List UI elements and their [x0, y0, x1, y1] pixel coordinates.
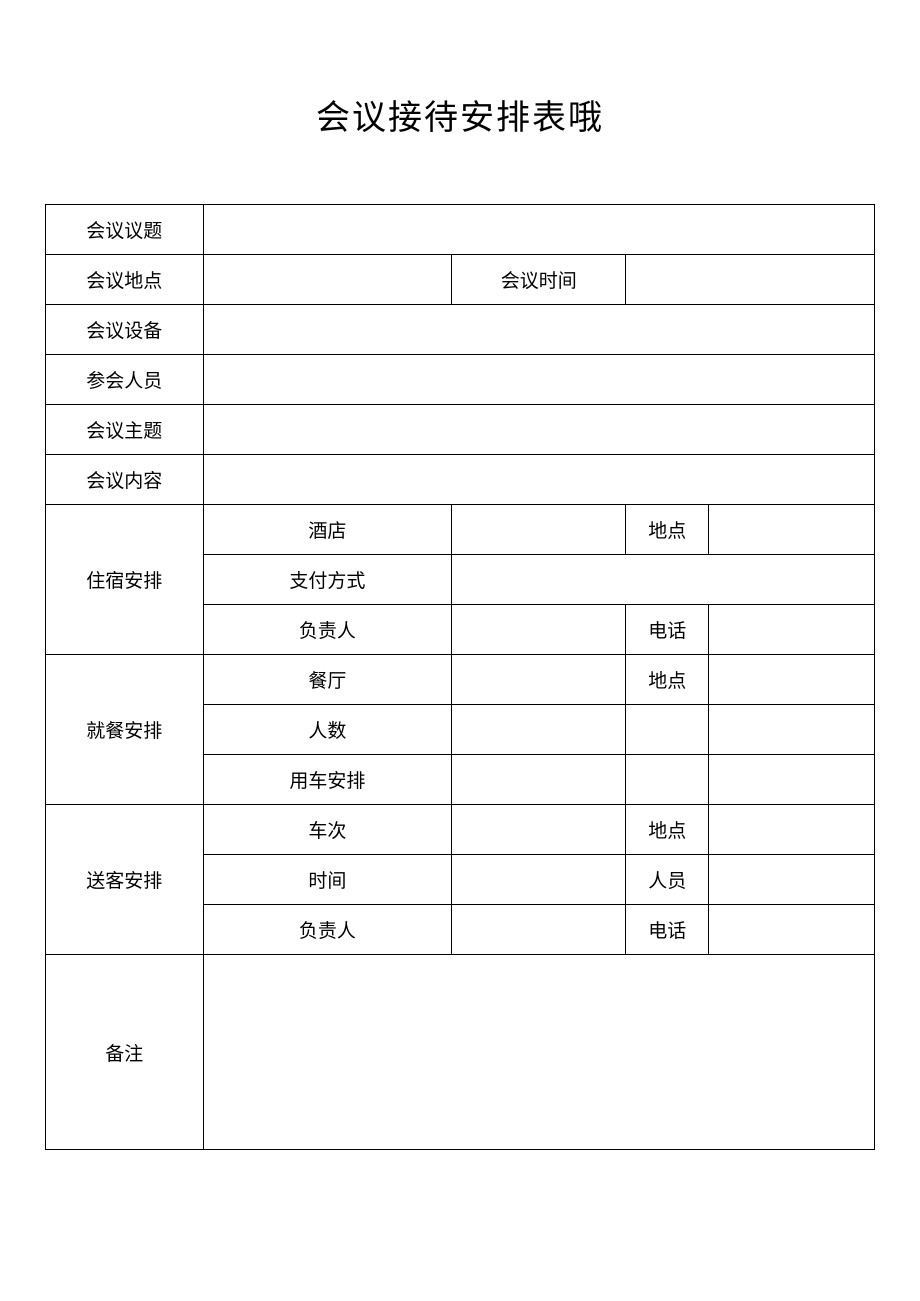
value-acc-place: [709, 505, 875, 555]
label-content: 会议内容: [46, 455, 204, 505]
label-equipment: 会议设备: [46, 305, 204, 355]
label-acc-responsible: 负责人: [203, 605, 452, 655]
value-din-restaurant: [452, 655, 626, 705]
value-din-people2: [709, 705, 875, 755]
label-personnel: 人员: [626, 855, 709, 905]
label-send-phone: 电话: [626, 905, 709, 955]
label-acc-place: 地点: [626, 505, 709, 555]
label-payment: 支付方式: [203, 555, 452, 605]
label-hotel: 酒店: [203, 505, 452, 555]
value-send-place: [709, 805, 875, 855]
label-topic: 会议议题: [46, 205, 204, 255]
page-title: 会议接待安排表哦: [45, 90, 875, 139]
label-subject: 会议主题: [46, 405, 204, 455]
label-people-count: 人数: [203, 705, 452, 755]
value-din-people-label: [626, 705, 709, 755]
value-din-vehicle: [452, 755, 626, 805]
value-acc-phone: [709, 605, 875, 655]
label-send-place: 地点: [626, 805, 709, 855]
value-send-personnel: [709, 855, 875, 905]
label-remarks: 备注: [46, 955, 204, 1150]
label-din-place: 地点: [626, 655, 709, 705]
value-send-time: [452, 855, 626, 905]
value-acc-payment: [452, 555, 875, 605]
value-equipment: [203, 305, 875, 355]
value-send-responsible: [452, 905, 626, 955]
label-dining: 就餐安排: [46, 655, 204, 805]
value-din-vehicle-label: [626, 755, 709, 805]
value-din-people: [452, 705, 626, 755]
label-train: 车次: [203, 805, 452, 855]
value-acc-hotel: [452, 505, 626, 555]
arrangement-table: 会议议题 会议地点 会议时间 会议设备 参会人员 会议主题 会议内容 住宿安排 …: [45, 204, 875, 1150]
label-time2: 时间: [203, 855, 452, 905]
label-vehicle: 用车安排: [203, 755, 452, 805]
value-acc-responsible: [452, 605, 626, 655]
value-send-phone: [709, 905, 875, 955]
value-din-vehicle2: [709, 755, 875, 805]
label-send-responsible: 负责人: [203, 905, 452, 955]
value-time: [626, 255, 875, 305]
label-accommodation: 住宿安排: [46, 505, 204, 655]
label-attendees: 参会人员: [46, 355, 204, 405]
value-content: [203, 455, 875, 505]
value-topic: [203, 205, 875, 255]
value-remarks: [203, 955, 875, 1150]
value-location: [203, 255, 452, 305]
label-time: 会议时间: [452, 255, 626, 305]
value-din-place: [709, 655, 875, 705]
label-restaurant: 餐厅: [203, 655, 452, 705]
value-subject: [203, 405, 875, 455]
label-sendoff: 送客安排: [46, 805, 204, 955]
value-attendees: [203, 355, 875, 405]
label-acc-phone: 电话: [626, 605, 709, 655]
label-location: 会议地点: [46, 255, 204, 305]
value-send-train: [452, 805, 626, 855]
